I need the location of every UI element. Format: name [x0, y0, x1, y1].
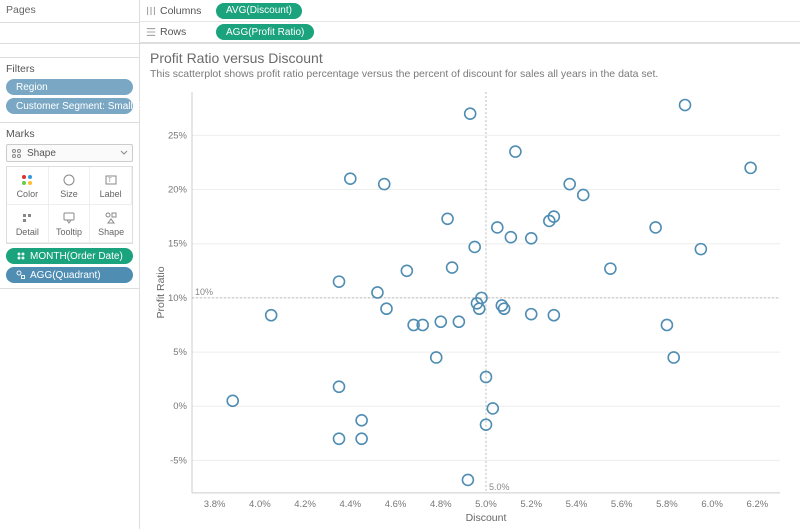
svg-text:4.0%: 4.0%: [249, 499, 271, 510]
scatter-point[interactable]: [578, 189, 589, 200]
scatter-point[interactable]: [435, 316, 446, 327]
label-icon: T: [104, 173, 118, 187]
svg-text:5.4%: 5.4%: [566, 499, 588, 510]
svg-text:T: T: [108, 178, 112, 184]
svg-text:5.0%: 5.0%: [475, 499, 497, 510]
detail-icon: [20, 211, 34, 225]
scatter-point[interactable]: [372, 287, 383, 298]
columns-shelf[interactable]: Columns AVG(Discount): [140, 0, 800, 22]
svg-text:5.0%: 5.0%: [489, 482, 509, 492]
marks-label-button[interactable]: TLabel: [90, 167, 132, 205]
svg-text:5.2%: 5.2%: [520, 499, 542, 510]
scatter-point[interactable]: [745, 162, 756, 173]
scatter-point[interactable]: [650, 222, 661, 233]
scatter-point[interactable]: [334, 276, 345, 287]
svg-text:Discount: Discount: [466, 512, 507, 524]
scatter-point[interactable]: [462, 474, 473, 485]
scatter-point[interactable]: [548, 310, 559, 321]
scatter-point[interactable]: [695, 244, 706, 255]
svg-text:5%: 5%: [173, 347, 187, 358]
rows-icon: [146, 27, 156, 37]
marks-pill[interactable]: MONTH(Order Date): [6, 248, 133, 264]
svg-text:3.8%: 3.8%: [204, 499, 226, 510]
rows-label: Rows: [160, 26, 186, 38]
columns-pill[interactable]: AVG(Discount): [216, 3, 302, 19]
filter-pill[interactable]: Customer Segment: Small Busin...: [6, 98, 133, 114]
rows-shelf[interactable]: Rows AGG(Profit Ratio): [140, 22, 800, 43]
scatter-point[interactable]: [401, 265, 412, 276]
pages-shelf-label: Pages: [0, 0, 140, 22]
columns-label: Columns: [160, 5, 201, 17]
svg-text:4.4%: 4.4%: [339, 499, 361, 510]
chevron-down-icon: [120, 149, 128, 157]
scatter-point[interactable]: [487, 403, 498, 414]
svg-text:6.2%: 6.2%: [747, 499, 769, 510]
chart-subtitle: This scatterplot shows profit ratio perc…: [150, 68, 790, 80]
svg-text:10%: 10%: [195, 287, 213, 297]
columns-icon: [146, 6, 156, 16]
scatter-point[interactable]: [526, 309, 537, 320]
svg-text:10%: 10%: [168, 293, 188, 304]
scatter-point[interactable]: [469, 241, 480, 252]
marks-title: Marks: [6, 128, 133, 140]
svg-text:4.2%: 4.2%: [294, 499, 316, 510]
marks-color-button[interactable]: Color: [7, 167, 49, 205]
scatter-point[interactable]: [510, 146, 521, 157]
scatter-point[interactable]: [668, 352, 679, 363]
svg-text:6.0%: 6.0%: [701, 499, 723, 510]
rows-pill[interactable]: AGG(Profit Ratio): [216, 24, 314, 40]
shape-icon: [104, 211, 118, 225]
marks-pill[interactable]: AGG(Quadrant): [6, 267, 133, 283]
scatter-point[interactable]: [526, 233, 537, 244]
svg-text:4.6%: 4.6%: [385, 499, 407, 510]
scatter-point[interactable]: [381, 303, 392, 314]
svg-text:-5%: -5%: [170, 455, 187, 466]
svg-text:5.8%: 5.8%: [656, 499, 678, 510]
scatter-point[interactable]: [334, 433, 345, 444]
scatter-point[interactable]: [605, 263, 616, 274]
mark-type-dropdown[interactable]: Shape: [6, 144, 133, 162]
marks-panel: Marks Shape ColorSizeTLabel DetailTooltip…: [0, 123, 139, 289]
shape-dropdown-icon: [11, 147, 23, 159]
marks-tooltip-button[interactable]: Tooltip: [49, 205, 91, 243]
scatter-point[interactable]: [442, 213, 453, 224]
scatter-point[interactable]: [345, 173, 356, 184]
svg-text:15%: 15%: [168, 239, 188, 250]
svg-text:5.6%: 5.6%: [611, 499, 633, 510]
scatter-point[interactable]: [661, 319, 672, 330]
scatter-point[interactable]: [492, 222, 503, 233]
marks-detail-button[interactable]: Detail: [7, 205, 49, 243]
filter-pill[interactable]: Region: [6, 79, 133, 95]
svg-text:20%: 20%: [168, 185, 188, 196]
chart-title: Profit Ratio versus Discount: [150, 50, 790, 66]
svg-text:0%: 0%: [173, 401, 187, 412]
scatter-point[interactable]: [431, 352, 442, 363]
scatter-point[interactable]: [499, 303, 510, 314]
size-icon: [62, 173, 76, 187]
scatter-point[interactable]: [356, 415, 367, 426]
scatter-point[interactable]: [356, 433, 367, 444]
scatter-point[interactable]: [227, 395, 238, 406]
svg-text:4.8%: 4.8%: [430, 499, 452, 510]
svg-text:25%: 25%: [168, 130, 188, 141]
scatter-point[interactable]: [379, 179, 390, 190]
scatter-point[interactable]: [680, 100, 691, 111]
marks-shape-button[interactable]: Shape: [90, 205, 132, 243]
scatter-point[interactable]: [465, 108, 476, 119]
svg-text:Profit Ratio: Profit Ratio: [155, 266, 167, 318]
tooltip-icon: [62, 211, 76, 225]
scatter-point[interactable]: [564, 179, 575, 190]
marks-size-button[interactable]: Size: [49, 167, 91, 205]
filters-label: Filters: [6, 63, 133, 75]
scatter-point[interactable]: [334, 381, 345, 392]
filters-panel: Filters Region Customer Segment: Small Bu…: [0, 58, 139, 123]
mark-type-label: Shape: [27, 148, 56, 159]
scatter-point[interactable]: [447, 262, 458, 273]
scatter-point[interactable]: [453, 316, 464, 327]
scatter-point[interactable]: [266, 310, 277, 321]
scatter-chart[interactable]: -5% 0% 5% 10% 15% 20% 25% 3.8% 4.0% 4.2% 4.4% 4.6% 4…: [150, 84, 790, 525]
color-icon: [20, 173, 34, 187]
scatter-point[interactable]: [505, 232, 516, 243]
